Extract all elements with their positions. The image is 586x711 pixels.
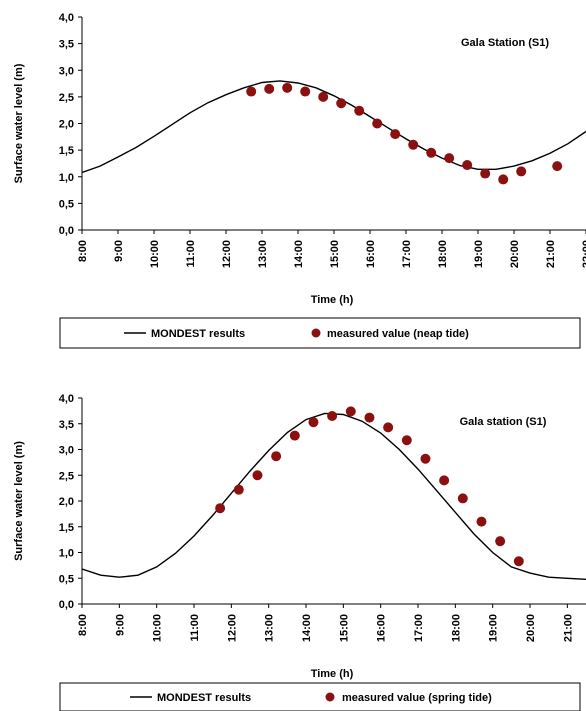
measured-point [252,470,263,481]
measured-point [426,147,437,158]
y-tick-label: 3,5 [59,39,74,51]
y-tick-label: 1,0 [59,548,74,560]
x-tick-label: 18:00 [450,614,462,642]
y-tick-label: 3,0 [59,445,74,457]
y-tick-label: 0,0 [59,599,74,611]
y-tick-label: 2,0 [59,119,74,131]
x-tick-label: 11:00 [185,240,197,268]
x-tick-label: 21:00 [562,614,574,642]
station-annotation: Gala Station (S1) [461,37,549,49]
y-axis-title: Surface water level (m) [13,63,25,183]
x-tick-label: 16:00 [376,614,388,642]
measured-point [300,86,311,97]
x-tick-label: 17:00 [413,614,425,642]
measured-point [354,105,365,116]
measured-point [457,493,468,504]
y-tick-label: 3,0 [59,65,74,77]
x-tick-label: 19:00 [473,240,485,268]
measured-point [308,417,319,428]
measured-point [327,411,338,422]
x-tick-label: 15:00 [338,614,350,642]
x-tick-label: 19:00 [488,614,500,642]
measured-point [215,503,226,514]
measured-point [495,536,506,547]
y-tick-label: 3,5 [59,419,74,431]
measured-point [318,91,329,102]
measured-point [439,475,450,486]
y-tick-label: 1,5 [59,522,74,534]
legend-label-measured: measured value (spring tide) [342,692,492,704]
x-tick-label: 8:00 [77,614,89,636]
y-tick-label: 0,5 [59,573,74,585]
measured-point [462,160,473,171]
x-tick-label: 17:00 [401,240,413,268]
measured-point [264,83,275,94]
measured-point [401,435,412,446]
x-axis-title: Time (h) [311,668,354,680]
measured-point [246,86,257,97]
y-tick-label: 1,5 [59,145,74,157]
x-tick-label: 9:00 [114,614,126,636]
measured-point [364,412,375,423]
x-tick-label: 11:00 [189,614,201,642]
legend-dot-swatch [311,328,321,338]
measured-point [498,174,509,185]
x-tick-label: 20:00 [525,614,537,642]
measured-point [552,161,563,172]
y-tick-label: 2,5 [59,470,74,482]
measured-point [480,168,491,179]
model-line [82,412,586,580]
measured-point [336,98,347,109]
y-tick-label: 0,5 [59,198,74,210]
model-line [82,80,586,174]
x-tick-label: 22:00 [581,240,586,268]
measured-point [372,118,383,129]
x-tick-label: 16:00 [365,240,377,268]
y-tick-label: 0,0 [59,225,74,237]
measured-point [282,82,293,93]
x-tick-label: 12:00 [226,614,238,642]
chart-1: 0,0 0,5 1,0 1,5 2,0 2,5 3,0 3,5 4,0 8:00 9:00 10:00… [13,12,586,349]
x-tick-label: 13:00 [264,614,276,642]
y-tick-label: 4,0 [59,12,74,24]
y-tick-label: 1,0 [59,172,74,184]
measured-point [233,484,244,495]
x-tick-label: 10:00 [152,614,164,642]
measured-point [476,516,487,527]
x-tick-label: 18:00 [437,240,449,268]
x-axis-title: Time (h) [311,294,354,306]
x-tick-label: 21:00 [545,240,557,268]
measured-point [444,153,455,164]
x-tick-label: 10:00 [149,240,161,268]
measured-point [289,430,300,441]
measured-point [516,166,527,177]
y-tick-label: 4,0 [59,393,74,405]
y-tick-label: 2,5 [59,92,74,104]
x-tick-label: 14:00 [293,240,305,268]
chart-2: 0,0 0,5 1,0 1,5 2,0 2,5 3,0 3,5 4,0 8:00 9:00 10:00… [13,393,586,711]
x-tick-label: 14:00 [301,614,313,642]
legend-label-model: MONDEST results [157,692,251,704]
x-tick-label: 13:00 [257,240,269,268]
legend-dot-swatch [325,692,335,702]
legend-label-model: MONDEST results [151,328,245,340]
measured-point [345,406,356,417]
station-annotation: Gala station (S1) [460,416,547,428]
x-tick-label: 15:00 [329,240,341,268]
y-tick-label: 2,0 [59,496,74,508]
measured-point [383,422,394,433]
x-tick-label: 12:00 [221,240,233,268]
measured-point [271,451,282,462]
measured-point [513,556,524,567]
measured-point [390,129,401,140]
measured-point [420,453,431,464]
x-tick-label: 9:00 [113,240,125,262]
measured-point [408,139,419,150]
x-tick-label: 8:00 [77,240,89,262]
x-tick-label: 20:00 [509,240,521,268]
legend-label-measured: measured value (neap tide) [327,328,469,340]
y-axis-title: Surface water level (m) [13,441,25,561]
